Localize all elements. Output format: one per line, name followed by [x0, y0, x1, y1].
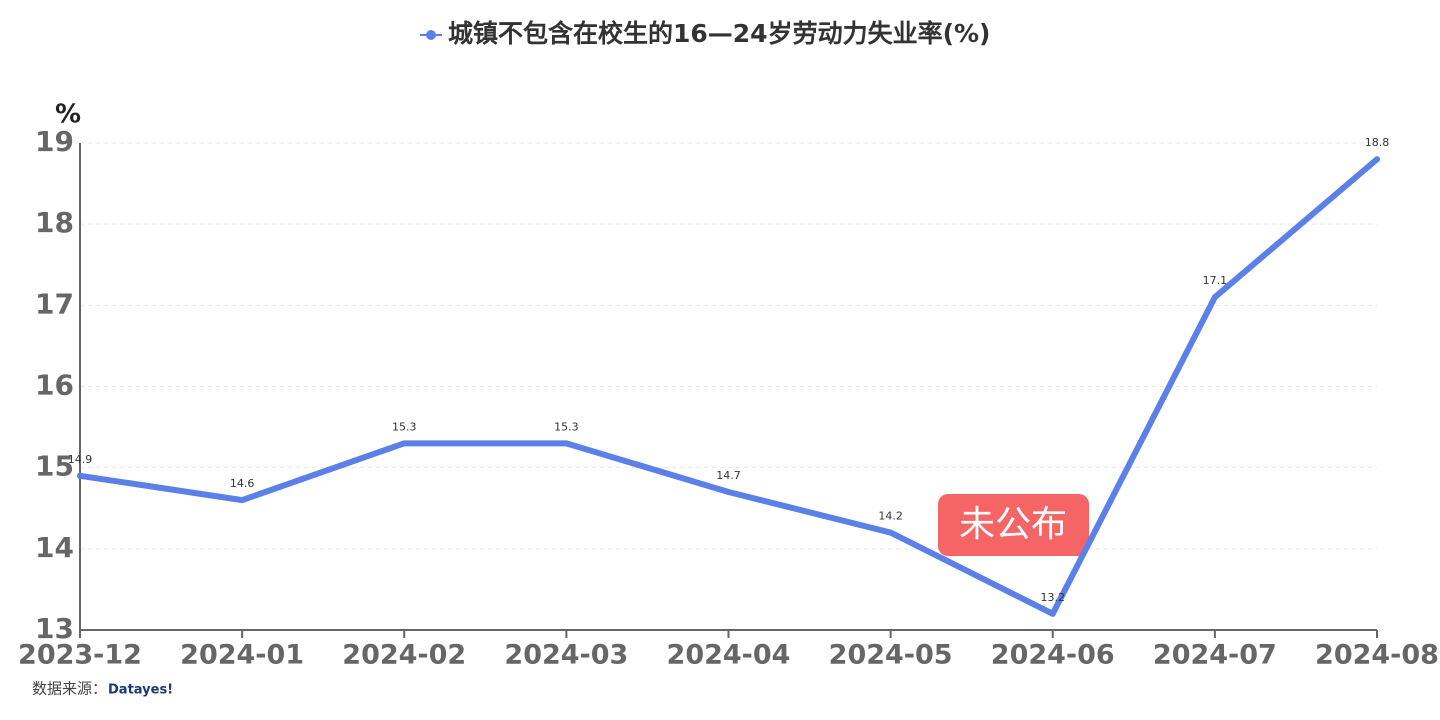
data-label: 14.9: [68, 453, 93, 466]
x-tick-label: 2024-04: [667, 640, 791, 671]
y-tick-label: 14: [35, 531, 74, 564]
x-tick-label: 2023-12: [18, 640, 142, 671]
data-label: 14.7: [716, 469, 741, 482]
point: [1211, 294, 1218, 301]
data-label: 18.8: [1365, 136, 1390, 149]
data-label: 15.3: [554, 420, 579, 433]
data-label: 13.2: [1041, 591, 1066, 604]
data-label: 15.3: [392, 420, 417, 433]
source: 数据来源：: [32, 680, 107, 698]
data-label: 17.1: [1203, 274, 1228, 287]
annotation-box: [938, 494, 1089, 556]
data-label: 14.2: [878, 510, 903, 523]
y-tick-label: 15: [35, 450, 74, 483]
logo: Datayes!: [108, 683, 173, 698]
point: [1374, 156, 1380, 163]
x-tick-label: 2024-08: [1315, 640, 1439, 671]
point: [239, 497, 246, 504]
point: [401, 440, 408, 447]
point: [725, 489, 732, 496]
data-label: 14.6: [230, 477, 255, 490]
y-axis-label: %: [55, 100, 81, 130]
x-tick-label: 2024-06: [991, 640, 1115, 671]
x-tick-label: 2024-01: [180, 640, 304, 671]
legend-marker: [426, 30, 436, 40]
point: [77, 472, 83, 479]
annotation: 未公布: [959, 504, 1067, 545]
y-tick-label: 16: [35, 369, 74, 402]
x-tick-label: 2024-02: [342, 640, 466, 671]
legend-label: 城镇不包含在校生的16—24岁劳动力失业率(%): [448, 19, 990, 48]
y-tick-label: 18: [35, 206, 74, 239]
y-tick-label: 19: [35, 125, 74, 158]
point: [563, 440, 570, 447]
y-tick-label: 13: [35, 612, 74, 645]
y-tick-label: 17: [35, 287, 74, 320]
x-tick-label: 2024-05: [829, 640, 953, 671]
x-tick-label: 2024-03: [504, 640, 628, 671]
x-tick-label: 2024-07: [1153, 640, 1277, 671]
point: [887, 529, 894, 536]
point: [1049, 610, 1056, 617]
